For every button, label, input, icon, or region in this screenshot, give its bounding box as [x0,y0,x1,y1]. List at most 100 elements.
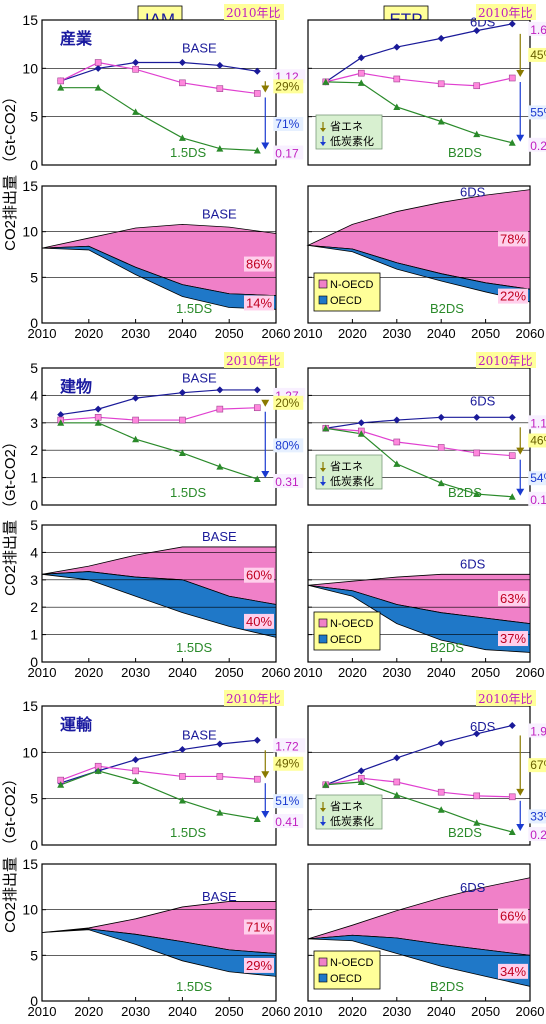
label-box [273,438,304,453]
low-point [94,419,102,426]
base-point [357,767,365,775]
y-tick-label: 15 [22,178,38,194]
mid-point [216,773,224,780]
x-tick-label: 2060 [262,326,291,341]
low-point [94,84,102,91]
low-point [322,424,330,432]
efficiency-pct-label: 29% [275,79,299,93]
x-tick-label: 2030 [121,1004,150,1019]
base-point [94,64,102,72]
low-point [216,463,224,470]
y-axis-title-text: CO2排出量 （Gt-CO2） [2,89,19,251]
mid-point [473,449,481,457]
x-tick-label: 2010 [294,326,323,341]
base-ratio-label: 1.99 [530,724,546,738]
base-point [357,54,365,62]
efficiency-pct-label: 45% [530,48,546,62]
efficiency-legend-label: 省エネ [330,120,363,133]
base-series-line [60,61,258,82]
y-tick-label: 10 [22,224,38,240]
label-box [498,631,528,647]
base-point [253,67,261,75]
oecd-pct-label: 34% [500,964,526,979]
mid-point [132,416,139,424]
label-box [224,352,284,368]
non-oecd-swatch [318,957,328,967]
non-oecd-pct-label: 71% [246,919,272,934]
efficiency-arrowhead [261,771,270,779]
label-box [244,295,274,311]
oecd-legend-label: OECD [330,973,362,985]
label-box [528,137,546,152]
x-tick-label: 2040 [427,665,456,680]
label-box [528,433,546,448]
base-series-label: 6DS [470,393,496,408]
label-box [528,758,546,773]
y-axis-title: CO2排出量 （Gt-CO2） [2,771,19,933]
iam-line-panel-1 [41,367,277,506]
label-box [528,827,546,842]
y-tick-label: 0 [30,993,38,1009]
low-point [322,781,330,788]
low-point [357,778,365,785]
lowcarbon-pct-label: 54% [530,471,546,485]
label-box [528,723,546,738]
label-box [528,415,546,430]
base-point [473,413,481,421]
oecd-area [41,928,277,977]
lowcarbon-legend-head [320,142,326,146]
oecd-legend-label: OECD [330,634,362,646]
mid-point [253,775,261,783]
mid-point [393,438,401,446]
label-box [273,79,304,94]
label-box [244,919,274,935]
efficiency-legend-head [320,128,326,132]
x-tick-label: 2060 [516,1004,545,1019]
x-tick-label: 2010 [294,665,323,680]
mid-point [473,792,481,800]
base-point [132,756,140,764]
y-tick-label: 2 [30,599,38,615]
low-point [437,479,445,487]
low-series-line [60,87,258,152]
x-tick-label: 2040 [168,1004,197,1019]
efficiency-pct-label: 49% [275,757,299,771]
low-point [508,139,516,146]
efficiency-arrowhead [516,788,525,796]
ratio-2010-tag: 2010年比 [478,6,533,20]
area-low-label: 1.5DS [176,301,212,316]
x-tick-label: 2050 [471,665,500,680]
base-point [178,746,186,754]
mid-point [132,66,139,73]
mid-point [437,788,445,796]
lowcarbon-pct-label: 55% [530,105,546,119]
label-box [244,613,274,629]
mid-series-line [60,407,258,421]
label-box [313,611,381,651]
x-tick-label: 2040 [168,326,197,341]
mid-point [57,77,65,85]
label-box [273,756,304,771]
x-tick-label: 2050 [471,1004,500,1019]
base-point [393,43,401,51]
base-point [216,740,224,748]
x-tick-label: 2050 [215,1004,244,1019]
oecd-swatch [318,634,328,644]
label-box [273,794,304,809]
low-point [437,806,445,813]
label-box [224,4,284,20]
mid-point [94,59,102,66]
low-ratio-label: 0.17 [275,147,299,161]
lowcarbon-arrowhead [516,824,525,832]
base-point [357,419,365,427]
mid-point [508,74,516,82]
efficiency-pct-label: 67% [530,758,546,772]
y-tick-label: 5 [30,517,38,533]
lowcarbon-legend-head [320,482,326,486]
x-tick-label: 2040 [168,665,197,680]
etp-line-panel-0 [307,19,531,166]
y-tick-label: 0 [30,654,38,670]
low-point [393,460,401,467]
non-oecd-pct-label: 63% [500,591,526,606]
efficiency-arrowhead [261,85,270,93]
